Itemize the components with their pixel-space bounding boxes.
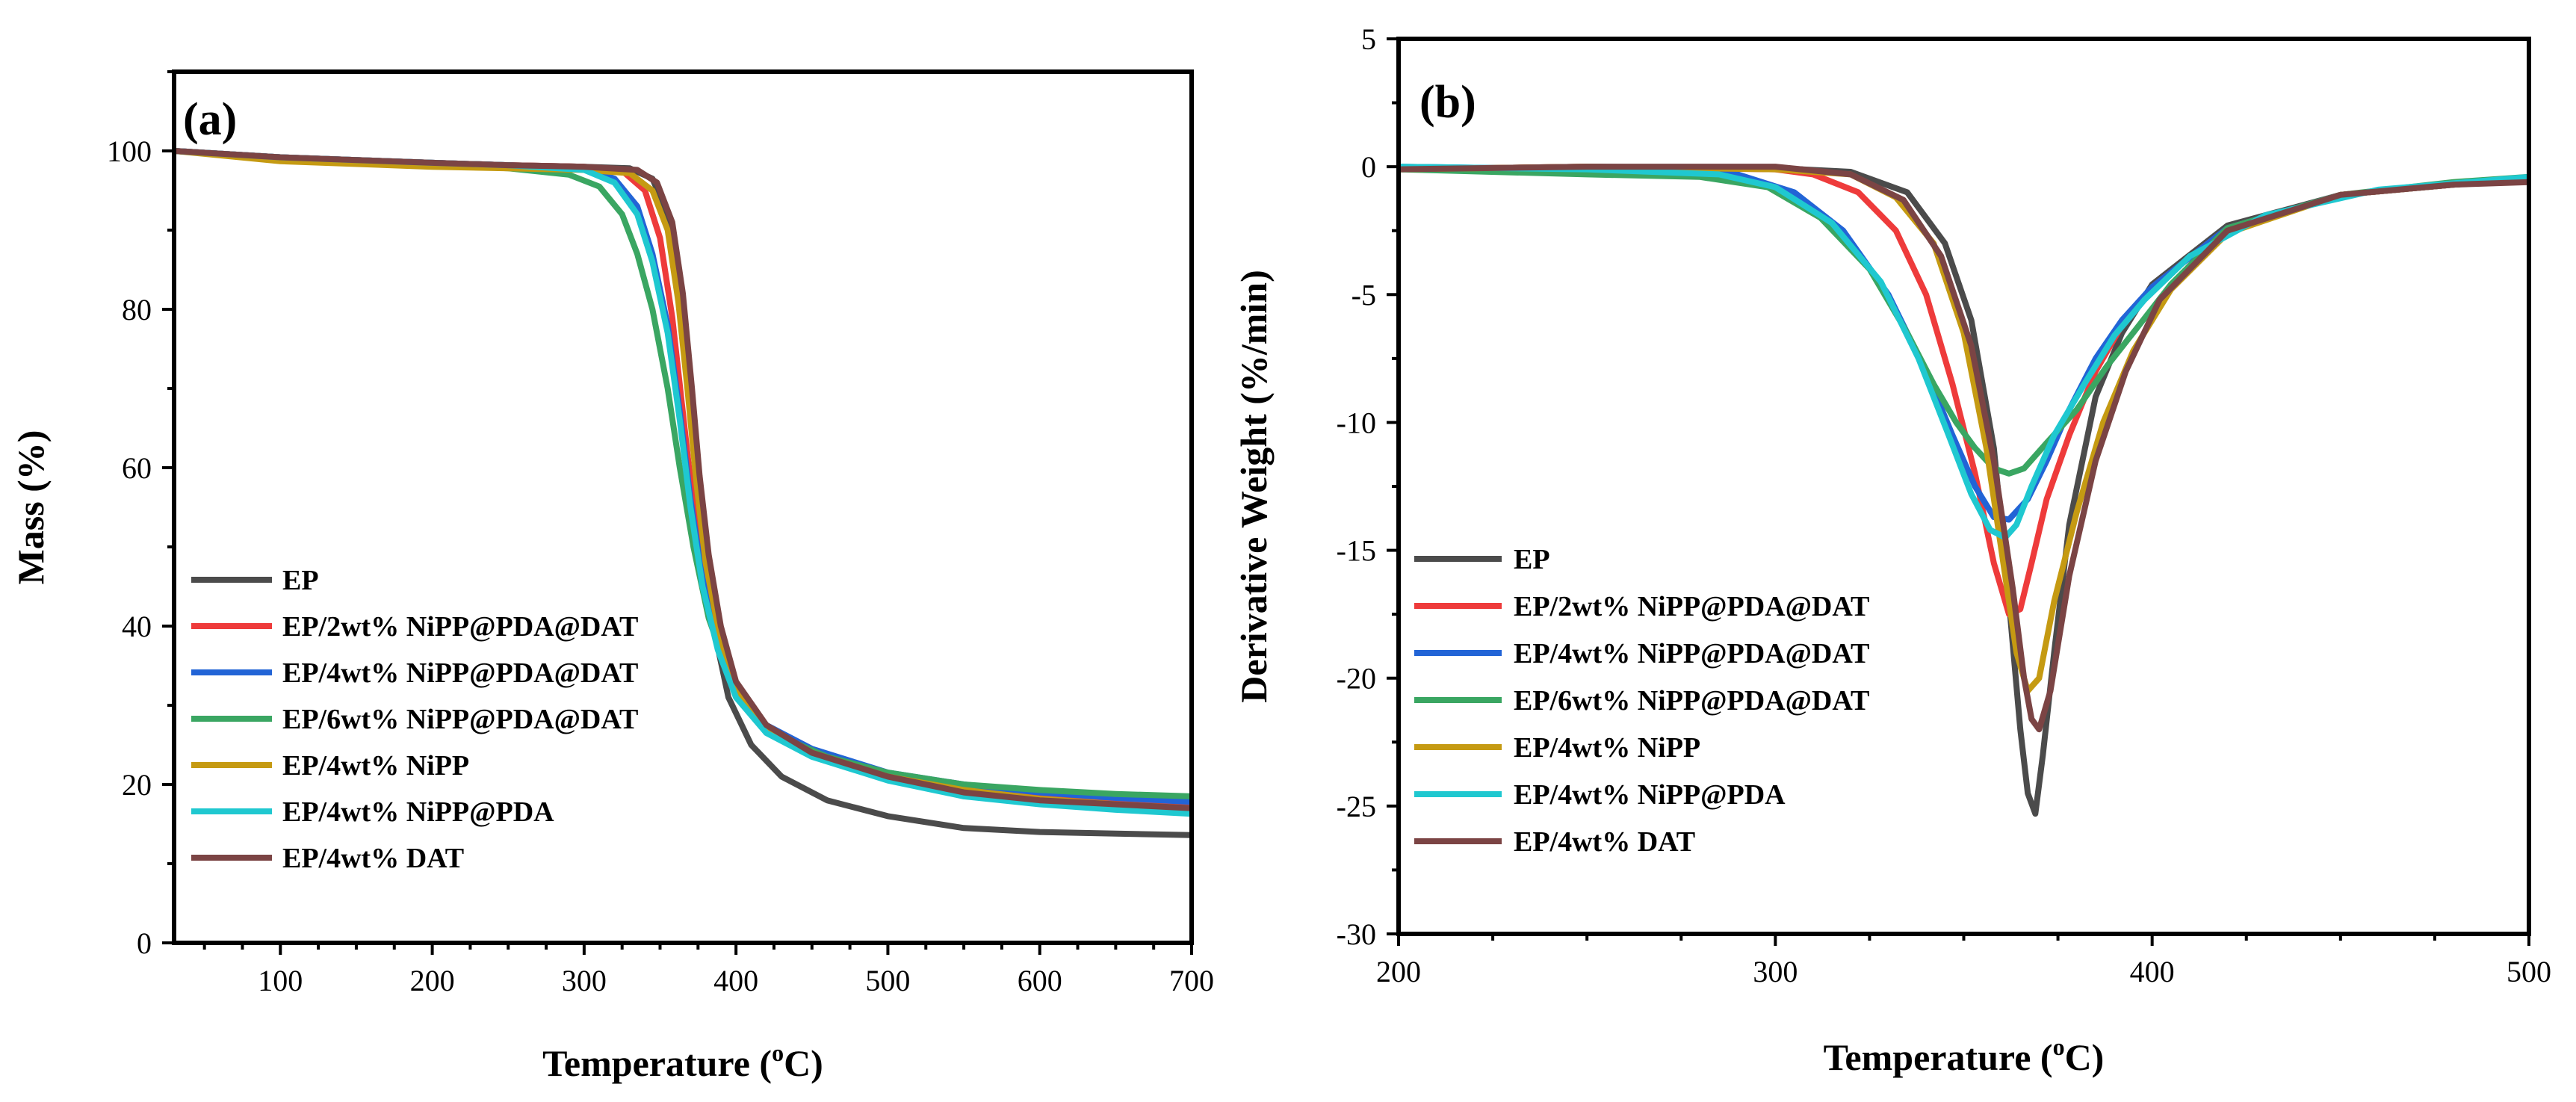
series-line-6 bbox=[174, 148, 1192, 811]
legend: EP EP/2wt% NiPP@PDA@DAT EP/4wt% NiPP@PDA@D… bbox=[1414, 544, 1869, 858]
panel-label: (a) bbox=[183, 94, 237, 145]
legend-label-6: EP/4wt% DAT bbox=[1514, 826, 1695, 858]
x-axis-title: Temperature (oC) bbox=[542, 1039, 823, 1084]
x-tick-label: 200 bbox=[410, 964, 455, 997]
y-tick-label: 40 bbox=[122, 610, 152, 643]
x-axis-title-degree: o bbox=[772, 1039, 784, 1066]
legend-label-2: EP/4wt% NiPP@PDA@DAT bbox=[1514, 638, 1869, 669]
y-axis-title: Derivative Weight (%/min) bbox=[1233, 270, 1275, 703]
panel-label: (b) bbox=[1419, 77, 1476, 128]
series-group bbox=[174, 148, 1192, 838]
legend-label-6: EP/4wt% DAT bbox=[282, 843, 464, 874]
series-line-0 bbox=[1399, 164, 2529, 817]
legend: EP EP/2wt% NiPP@PDA@DAT EP/4wt% NiPP@PDA@D… bbox=[191, 565, 638, 874]
legend-label-1: EP/2wt% NiPP@PDA@DAT bbox=[1514, 591, 1869, 622]
x-tick-label: 700 bbox=[1169, 964, 1214, 997]
x-tick-label: 600 bbox=[1018, 964, 1062, 997]
y-tick-label: 60 bbox=[122, 451, 152, 485]
y-tick-label: 5 bbox=[1361, 22, 1376, 56]
legend-label-1: EP/2wt% NiPP@PDA@DAT bbox=[282, 611, 638, 643]
plot-frame bbox=[172, 69, 1194, 945]
y-tick-label: -25 bbox=[1337, 790, 1376, 823]
legend-label-0: EP bbox=[1514, 544, 1550, 575]
series-line-3 bbox=[174, 148, 1192, 799]
series-line-6 bbox=[1399, 164, 2529, 733]
y-tick-label: -5 bbox=[1352, 278, 1376, 312]
x-axis-title-unit: C) bbox=[784, 1042, 823, 1084]
legend-label-4: EP/4wt% NiPP bbox=[1514, 732, 1700, 764]
series-line-1 bbox=[1399, 164, 2529, 618]
panel-a-mass-chart: 100 200 300 400 500 600 700 0 20 40 60 80 100 (a) Temp… bbox=[10, 69, 1214, 1084]
legend-label-3: EP/6wt% NiPP@PDA@DAT bbox=[282, 704, 638, 735]
x-axis-title-unit: C) bbox=[2065, 1036, 2105, 1078]
y-tick-label: 100 bbox=[107, 134, 152, 168]
series-line-5 bbox=[1399, 164, 2529, 541]
y-tick-label: -10 bbox=[1337, 406, 1376, 439]
y-tick-label: -20 bbox=[1337, 662, 1376, 696]
x-axis-title: Temperature (oC) bbox=[1824, 1033, 2105, 1078]
x-tick-label: 500 bbox=[2507, 955, 2551, 988]
y-tick-label: -15 bbox=[1337, 534, 1376, 568]
legend-label-0: EP bbox=[282, 565, 319, 596]
x-tick-label: 400 bbox=[713, 964, 758, 997]
x-axis-title-text: Temperature ( bbox=[542, 1042, 772, 1084]
x-tick-label: 400 bbox=[2130, 955, 2175, 988]
x-tick-label: 100 bbox=[258, 964, 303, 997]
legend-label-5: EP/4wt% NiPP@PDA bbox=[1514, 779, 1786, 811]
y-tick-label: 80 bbox=[122, 293, 152, 326]
legend-label-2: EP/4wt% NiPP@PDA@DAT bbox=[282, 657, 638, 689]
x-tick-label: 300 bbox=[1753, 955, 1798, 988]
y-axis-title: Mass (%) bbox=[10, 430, 52, 585]
legend-label-4: EP/4wt% NiPP bbox=[282, 750, 469, 781]
legend-label-3: EP/6wt% NiPP@PDA@DAT bbox=[1514, 685, 1869, 716]
x-axis-title-text: Temperature ( bbox=[1824, 1036, 2053, 1078]
legend-label-5: EP/4wt% NiPP@PDA bbox=[282, 796, 554, 828]
y-tick-label: 0 bbox=[137, 926, 152, 960]
y-tick-label: -30 bbox=[1337, 917, 1376, 951]
x-tick-label: 500 bbox=[865, 964, 910, 997]
panel-b-derivative-chart: 200 300 400 500 -30 -25 -20 -15 -10 -5 0 5 (b) Temper… bbox=[1233, 22, 2551, 1078]
x-tick-label: 200 bbox=[1376, 955, 1421, 988]
y-tick-label: 20 bbox=[122, 768, 152, 802]
y-tick-label: 0 bbox=[1361, 150, 1376, 184]
x-tick-label: 300 bbox=[562, 964, 607, 997]
series-group bbox=[1399, 164, 2529, 817]
x-axis-title-degree: o bbox=[2053, 1033, 2065, 1060]
